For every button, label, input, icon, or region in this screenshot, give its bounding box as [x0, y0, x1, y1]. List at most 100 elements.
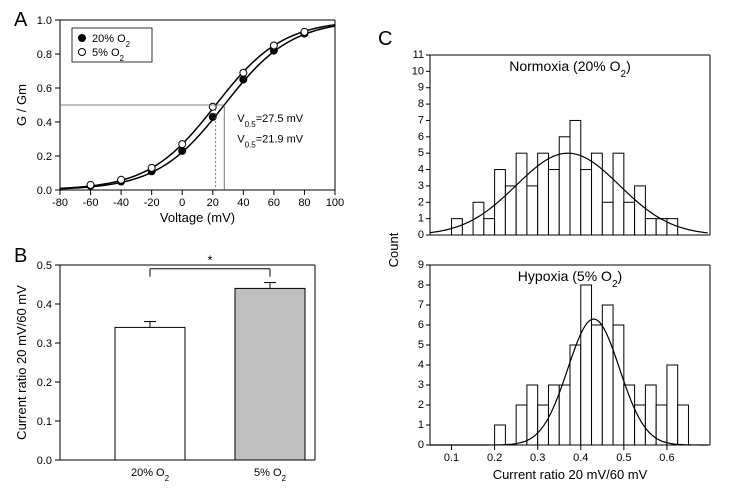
hist-bar	[602, 202, 613, 235]
panelA-point	[87, 181, 94, 188]
hist-bar	[624, 385, 635, 445]
svg-text:4: 4	[418, 164, 424, 176]
panelB-ylabel: Current ratio 20 mV/60 mV	[14, 285, 29, 440]
hist-bar	[667, 219, 678, 235]
hist-bar	[645, 385, 656, 445]
hist-bar	[559, 137, 570, 235]
svg-text:0.0: 0.0	[37, 455, 52, 467]
hist-bar	[570, 345, 581, 445]
hist-bar	[495, 425, 506, 445]
svg-text:9: 9	[418, 259, 424, 271]
svg-text:-60: -60	[83, 197, 99, 209]
panelB-bar	[115, 327, 185, 460]
svg-text:0.0: 0.0	[37, 185, 52, 197]
panelA-point	[209, 113, 216, 120]
svg-text:0.2: 0.2	[37, 377, 52, 389]
svg-text:1: 1	[418, 213, 424, 225]
hist-bar	[602, 305, 613, 445]
panel-a-label: A	[14, 9, 28, 31]
v50-label: V0.5=27.5 mV	[237, 113, 304, 129]
hist-bar	[613, 153, 624, 235]
svg-text:-20: -20	[144, 197, 160, 209]
svg-text:0: 0	[179, 197, 185, 209]
svg-text:0.8: 0.8	[37, 49, 52, 61]
svg-text:100: 100	[326, 197, 344, 209]
hist-bar	[624, 202, 635, 235]
panelC-title: Normoxia (20% O2)	[509, 58, 631, 80]
svg-text:9: 9	[418, 82, 424, 94]
panelA-point	[270, 42, 277, 49]
panelA-point	[209, 103, 216, 110]
hist-bar	[635, 186, 646, 235]
hist-bar	[581, 285, 592, 445]
panelB-cat: 5% O2	[254, 467, 287, 483]
svg-text:0.1: 0.1	[37, 416, 52, 428]
svg-text:80: 80	[298, 197, 310, 209]
panelA-point	[301, 28, 308, 35]
svg-text:10: 10	[412, 65, 424, 77]
hist-bar	[592, 325, 603, 445]
svg-text:0.4: 0.4	[573, 452, 588, 464]
svg-text:4: 4	[418, 359, 424, 371]
hist-bar	[548, 170, 559, 235]
svg-text:20: 20	[207, 197, 219, 209]
panelC-title: Hypoxia (5% O2)	[518, 268, 622, 290]
hist-bar	[495, 170, 506, 235]
panelB-bar	[235, 288, 305, 460]
svg-text:0: 0	[418, 439, 424, 451]
hist-bar	[678, 405, 689, 445]
svg-text:0.3: 0.3	[37, 338, 52, 350]
panelA-ylabel: G / Gm	[14, 84, 29, 126]
panel-c-label: C	[378, 28, 392, 50]
hist-bar	[581, 170, 592, 235]
panelA-legend: 20% O25% O2	[72, 28, 152, 63]
panelC-ylabel: Count	[386, 232, 401, 267]
sig-star: *	[207, 253, 212, 268]
hist-bar	[538, 405, 549, 445]
hist-bar	[570, 120, 581, 235]
svg-text:7: 7	[418, 114, 424, 126]
svg-text:11: 11	[413, 49, 424, 61]
svg-text:0.4: 0.4	[37, 117, 52, 129]
svg-text:6: 6	[418, 131, 424, 143]
svg-text:60: 60	[268, 197, 280, 209]
panelA-point	[118, 176, 125, 183]
svg-text:0.4: 0.4	[37, 299, 52, 311]
svg-text:-80: -80	[52, 197, 68, 209]
panelA-xlabel: Voltage (mV)	[160, 210, 235, 225]
panelA-point	[148, 164, 155, 171]
panelA-point	[240, 69, 247, 76]
svg-text:0.2: 0.2	[37, 151, 52, 163]
hist-bar	[484, 219, 495, 235]
panelA-point	[240, 76, 247, 83]
svg-text:0.6: 0.6	[659, 452, 674, 464]
hist-bar	[667, 365, 678, 445]
hist-bar	[516, 153, 527, 235]
svg-text:3: 3	[418, 379, 424, 391]
svg-text:0.1: 0.1	[444, 452, 459, 464]
svg-text:8: 8	[418, 279, 424, 291]
panelA-point	[179, 141, 186, 148]
hist-bar	[613, 325, 624, 445]
hist-bar	[645, 219, 656, 235]
svg-text:5: 5	[418, 147, 424, 159]
svg-text:-40: -40	[113, 197, 129, 209]
svg-text:3: 3	[418, 180, 424, 192]
hist-bar	[527, 186, 538, 235]
svg-text:0.5: 0.5	[37, 260, 52, 272]
svg-text:2: 2	[418, 399, 424, 411]
panelA-point	[179, 147, 186, 154]
svg-text:8: 8	[418, 98, 424, 110]
svg-text:1: 1	[418, 419, 424, 431]
panelC-xlabel: Current ratio 20 mV/60 mV	[493, 467, 648, 482]
hist-bar	[559, 385, 570, 445]
svg-text:0.2: 0.2	[487, 452, 502, 464]
hist-bar	[527, 385, 538, 445]
panel-b-label: B	[14, 245, 27, 267]
panelB-cat: 20% O2	[131, 467, 170, 483]
hist-bar	[516, 405, 527, 445]
svg-text:40: 40	[237, 197, 249, 209]
svg-text:5: 5	[418, 339, 424, 351]
svg-text:0.5: 0.5	[616, 452, 631, 464]
svg-text:0.6: 0.6	[37, 83, 52, 95]
